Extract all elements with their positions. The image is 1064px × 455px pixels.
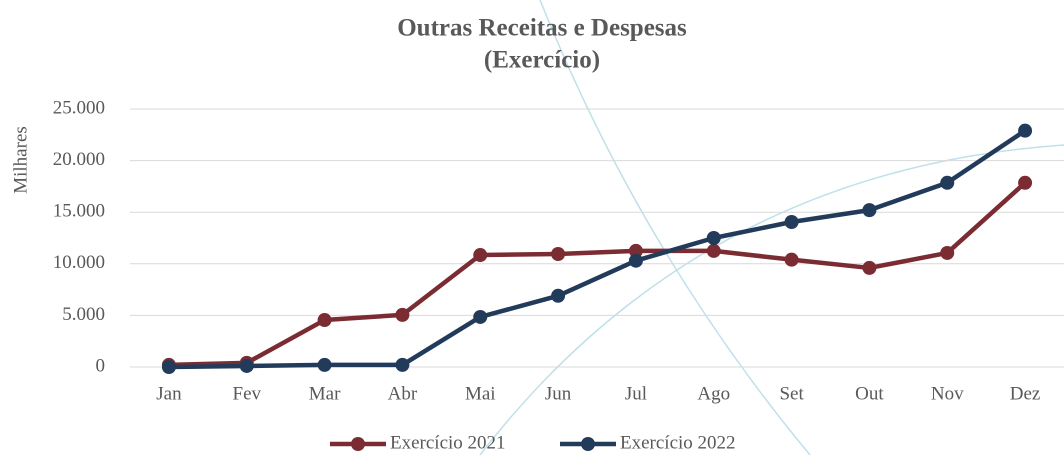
y-axis-label: Milhares	[10, 126, 31, 194]
legend-label: Exercício 2021	[390, 432, 506, 453]
data-point	[551, 288, 566, 303]
x-tick-label: Abr	[388, 383, 418, 404]
series-line	[168, 181, 1027, 368]
x-tick-label: Jun	[545, 383, 572, 404]
y-tick-label: 25.000	[53, 97, 105, 118]
data-point	[784, 252, 799, 267]
data-point	[628, 243, 643, 258]
y-tick-label: 0	[96, 355, 106, 376]
data-point	[239, 358, 254, 373]
data-point	[395, 357, 410, 372]
data-point	[317, 357, 332, 372]
data-point	[1018, 175, 1033, 190]
chart-title: Outras Receitas e Despesas	[397, 15, 687, 42]
data-point	[862, 203, 877, 218]
y-tick-label: 5.000	[62, 304, 105, 325]
data-point	[862, 260, 877, 275]
data-point	[628, 253, 643, 268]
data-point	[473, 248, 488, 263]
data-point	[161, 360, 176, 374]
data-point	[473, 309, 488, 324]
data-point	[706, 243, 721, 258]
x-tick-label: Mar	[309, 383, 341, 404]
data-point	[317, 313, 332, 328]
series-line	[168, 128, 1027, 370]
legend-marker	[581, 437, 595, 451]
legend-label: Exercício 2022	[620, 432, 736, 453]
x-tick-label: Jan	[156, 383, 182, 404]
x-tick-label: Dez	[1010, 383, 1041, 404]
x-tick-label: Fev	[233, 383, 262, 404]
chart-subtitle: (Exercício)	[484, 47, 600, 74]
x-tick-label: Ago	[697, 383, 730, 404]
y-tick-label: 15.000	[53, 201, 105, 222]
data-point	[395, 307, 410, 322]
y-tick-label: 20.000	[53, 149, 105, 170]
data-point	[551, 246, 566, 261]
x-tick-label: Out	[855, 383, 884, 404]
x-tick-label: Set	[779, 383, 804, 404]
legend-marker	[351, 437, 365, 451]
data-point	[940, 245, 955, 260]
x-tick-label: Nov	[931, 383, 964, 404]
data-point	[706, 231, 721, 245]
decor-arc	[539, 0, 811, 455]
data-point	[784, 215, 799, 230]
x-tick-label: Mai	[465, 383, 496, 404]
y-tick-label: 10.000	[53, 252, 105, 273]
data-point	[940, 175, 955, 190]
data-point	[1018, 123, 1033, 138]
x-tick-label: Jul	[625, 383, 647, 404]
